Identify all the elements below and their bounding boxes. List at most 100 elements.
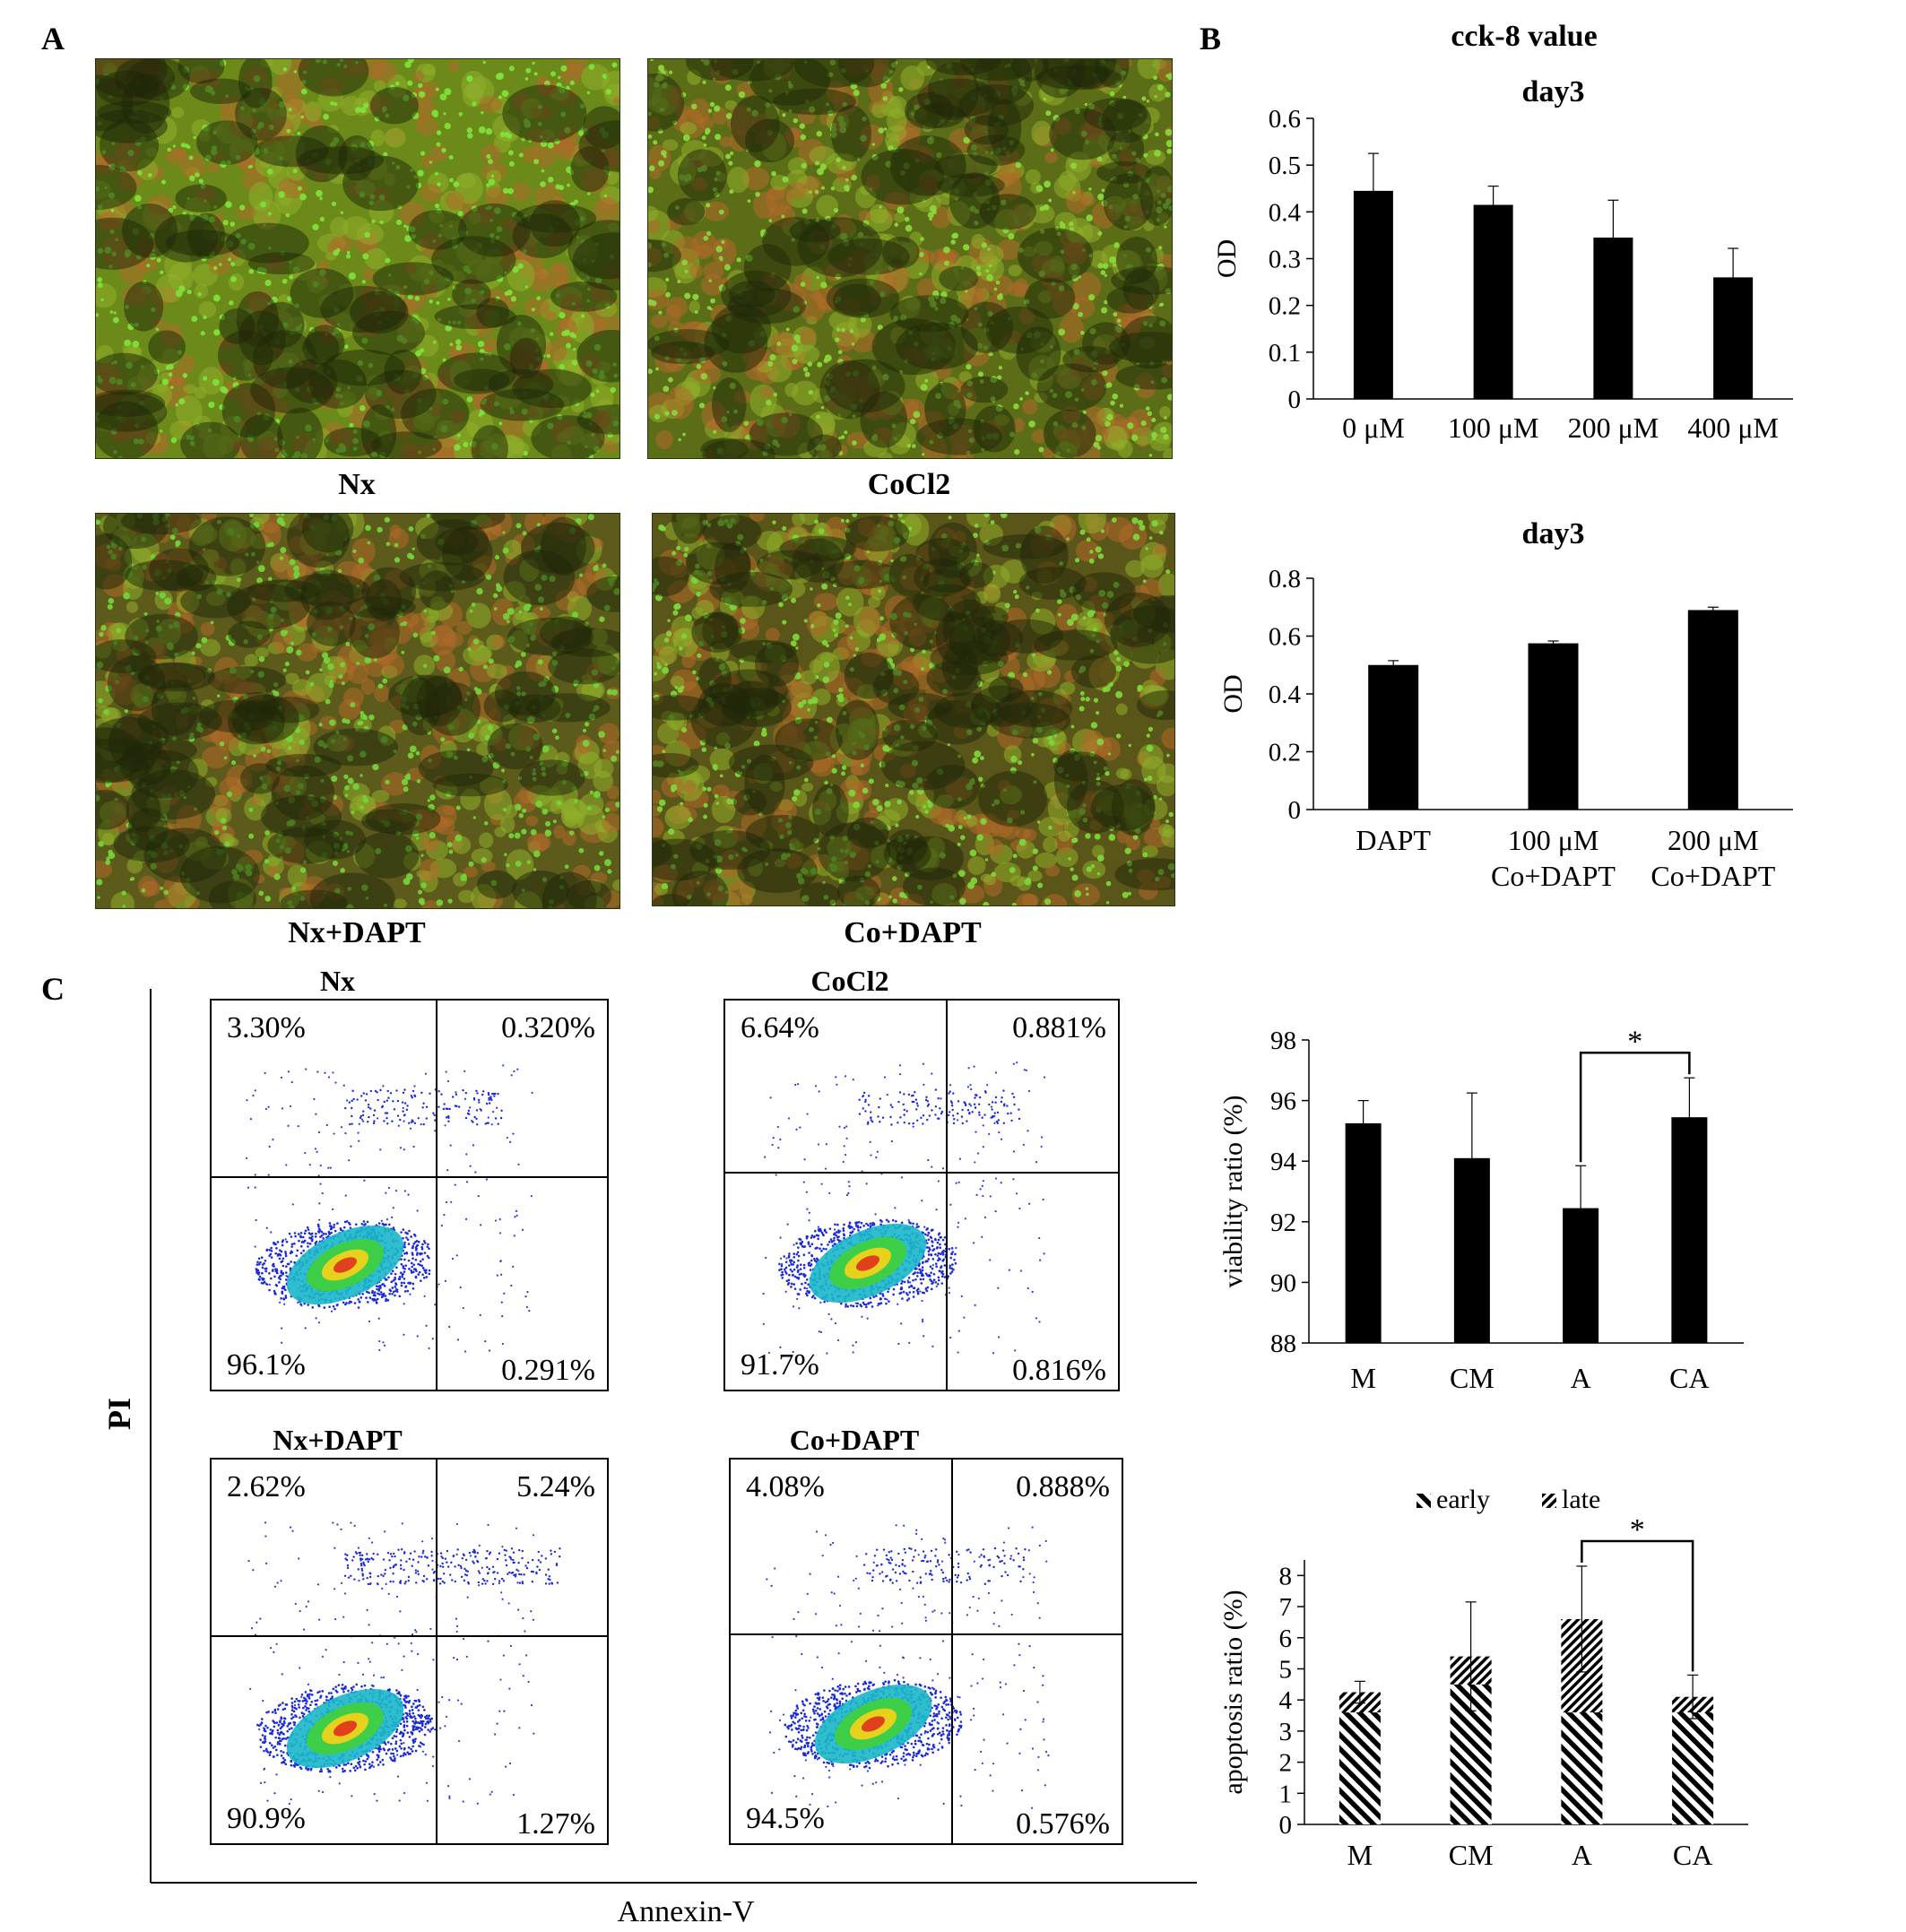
quadrant-upper-left: 2.62% [227,1470,306,1503]
flow-plot-title: Nx [320,965,355,997]
y-axis-label: OD [1218,674,1248,713]
y-tick-label: 0.4 [1269,680,1302,709]
flow-plot: CoCl2 6.64% 0.881% 91.7% 0.816% [723,965,1120,1391]
y-tick-label: 2 [1279,1749,1293,1778]
y-axis-label: OD [1212,239,1242,278]
flow-plot: Nx+DAPT 2.62% 5.24% 90.9% 1.27% [210,1424,609,1845]
flow-y-axis-label: PI [101,1398,137,1430]
flow-plot-title: CoCl2 [810,965,888,997]
flow-plot: Co+DAPT 4.08% 0.888% 94.5% 0.576% [729,1424,1123,1845]
quadrant-upper-right: 0.881% [1012,1011,1106,1044]
bar [1528,643,1579,810]
chart-cck8-cocl2: day3 0 0.1 0.2 0.3 0.4 0.5 0.6 OD 0 μM 100 μM 200 μ… [1212,75,1793,444]
x-tick-label: 100 μM [1448,412,1539,444]
y-tick-label: 96 [1270,1087,1296,1116]
panel-b-title: cck-8 value [1451,20,1598,53]
micrograph-nx [95,58,620,459]
flow-plot-title: Co+DAPT [790,1424,919,1456]
chart-title: day3 [1522,517,1585,550]
panel-label-b: B [1200,21,1222,56]
x-tick-label: 200 μM [1668,824,1759,856]
y-tick-label: 0.3 [1269,246,1301,274]
flow-x-axis-label: Annexin-V [618,1895,755,1928]
x-tick-label: 200 μM [1568,412,1659,444]
significance-bracket [1581,1539,1694,1672]
y-tick-label: 0.4 [1269,198,1302,227]
quadrant-upper-left: 4.08% [746,1470,825,1503]
micrograph-cocl2 [647,58,1173,459]
quadrant-lower-right: 0.816% [1012,1354,1106,1387]
bar [1473,204,1513,399]
x-tick-label: A [1572,1839,1592,1871]
y-tick-label: 0.5 [1269,152,1301,180]
quadrant-upper-left: 6.64% [741,1011,819,1044]
significance-bracket [1579,1052,1691,1163]
y-tick-label: 0.1 [1269,339,1301,368]
micrograph-caption-co-dapt: Co+DAPT [844,916,982,949]
y-tick-label: 0.2 [1269,739,1301,767]
quadrant-upper-right: 0.320% [501,1011,595,1044]
y-tick-label: 3 [1279,1718,1293,1746]
y-tick-label: 0 [1288,796,1302,825]
chart-cck8-dapt: day3 0 0.2 0.4 0.6 0.8 OD DAPT 100 μM Co+DAPT 200 … [1218,517,1793,892]
legend-swatch-late [1542,1494,1556,1508]
y-tick-label: 1 [1279,1780,1293,1808]
micrograph-caption-cocl2: CoCl2 [867,468,951,501]
y-tick-label: 4 [1279,1686,1293,1715]
flow-plot: Nx 3.30% 0.320% 96.1% 0.291% [210,965,609,1391]
y-tick-label: 98 [1270,1027,1296,1055]
x-tick-label: CA [1669,1362,1709,1394]
x-tick-label: 100 μM [1508,824,1599,856]
x-tick-label: M [1347,1839,1373,1871]
y-tick-label: 7 [1279,1593,1293,1622]
bar-early [1672,1712,1714,1824]
x-tick-label: CM [1449,1839,1494,1871]
x-tick-label: 400 μM [1687,412,1779,444]
chart-viability: 88 90 92 94 96 98 viability ratio (%) M CM A CA * [1218,1025,1744,1394]
significance-mark: * [1627,1025,1642,1058]
legend-label-late: late [1562,1488,1600,1514]
quadrant-lower-left: 90.9% [227,1802,306,1835]
flow-plot-frame [723,999,1120,1391]
x-tick-label: CA [1673,1839,1712,1871]
bar-early [1339,1712,1381,1824]
y-tick-label: 88 [1270,1330,1296,1358]
y-tick-label: 0.6 [1269,623,1301,652]
x-tick-label: M [1350,1362,1375,1394]
quadrant-upper-left: 3.30% [227,1011,306,1044]
x-tick-label: A [1571,1362,1591,1394]
y-tick-label: 0.6 [1269,105,1301,134]
bar [1368,664,1419,810]
quadrant-upper-right: 5.24% [516,1470,595,1503]
y-tick-label: 0.8 [1269,565,1301,593]
chart-title: day3 [1522,75,1585,108]
quadrant-lower-left: 91.7% [741,1348,819,1382]
micrograph-co-dapt [652,513,1175,906]
bar [1345,1122,1382,1343]
y-tick-label: 0 [1279,1811,1293,1840]
x-tick-label: 0 μM [1342,412,1405,444]
y-tick-label: 8 [1279,1562,1293,1590]
legend-swatch-early [1417,1494,1431,1508]
quadrant-lower-right: 0.576% [1016,1807,1110,1841]
quadrant-lower-right: 1.27% [516,1807,595,1841]
x-tick-label: Co+DAPT [1650,860,1775,892]
y-tick-label: 6 [1279,1624,1293,1653]
x-tick-label: CM [1450,1362,1494,1394]
quadrant-lower-right: 0.291% [501,1354,595,1387]
x-tick-label: DAPT [1356,824,1431,856]
legend-label-early: early [1436,1488,1490,1514]
y-tick-label: 0.2 [1269,292,1301,321]
micrograph-nx-dapt [95,513,620,909]
micrograph-caption-nx-dapt: Nx+DAPT [288,916,426,949]
flow-plot-title: Nx+DAPT [273,1424,402,1456]
y-tick-label: 92 [1270,1209,1296,1237]
y-tick-label: 5 [1279,1655,1293,1684]
micrograph-caption-nx: Nx [338,468,376,501]
quadrant-lower-left: 94.5% [746,1802,825,1835]
flow-plot-frame [729,1458,1123,1845]
bar-early [1561,1712,1603,1824]
quadrant-upper-right: 0.888% [1016,1470,1110,1503]
panel-label-c: C [41,971,65,1007]
